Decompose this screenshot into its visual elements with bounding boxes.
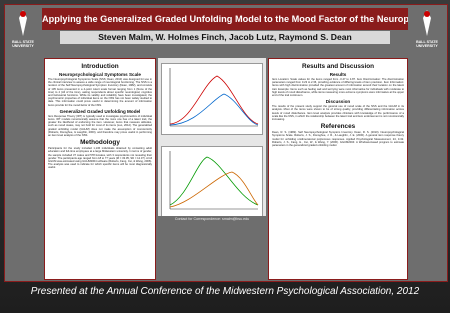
section-title: Generalized Graded Unfolding Model xyxy=(59,108,141,114)
poster-title: Applying the Generalized Graded Unfoldin… xyxy=(42,8,408,30)
section-text: Item Response Theory (IRT) is typically … xyxy=(48,114,152,138)
section-title: Neuropsychological Symptoms Scale xyxy=(59,72,141,77)
section-title: Discussion xyxy=(325,99,351,105)
logo-text: BALL STATE UNIVERSITY xyxy=(12,40,34,48)
logo-text: BALL STATE UNIVERSITY xyxy=(416,40,438,48)
figure-panel xyxy=(158,58,266,216)
authors: Steven Malm, W. Holmes Finch, Jacob Lutz… xyxy=(60,31,390,44)
section-heading: Results and Discussion xyxy=(301,63,375,70)
section-text: Dean, R. S. (1982). Self Neuropsychologi… xyxy=(272,131,404,148)
logo: BALL STATE UNIVERSITY xyxy=(410,8,444,52)
section-text: Item Location: Scale values for the item… xyxy=(272,78,404,98)
logo: BALL STATE UNIVERSITY xyxy=(6,8,40,52)
figure xyxy=(161,63,263,135)
logo-icon xyxy=(423,10,431,36)
section-title: References xyxy=(320,123,356,131)
section-text: Participants for the study included 1,13… xyxy=(48,147,152,170)
section-text: The results of the present study support… xyxy=(272,105,404,122)
section-text: The Neuropsychological Symptoms Scale (N… xyxy=(48,78,152,107)
section-title: Results xyxy=(329,72,347,77)
section-heading: Introduction xyxy=(81,63,119,70)
logo-icon xyxy=(19,10,27,36)
footer: Presented at the Annual Conference of th… xyxy=(30,286,420,297)
section-title: Methodology xyxy=(80,139,120,147)
left-column: Introduction Neuropsychological Symptoms… xyxy=(44,58,156,280)
contact: Contact for Correspondence: smalm@bsu.ed… xyxy=(174,217,250,221)
figure xyxy=(161,146,263,216)
right-column: Results and Discussion Results Item Locat… xyxy=(268,58,408,280)
